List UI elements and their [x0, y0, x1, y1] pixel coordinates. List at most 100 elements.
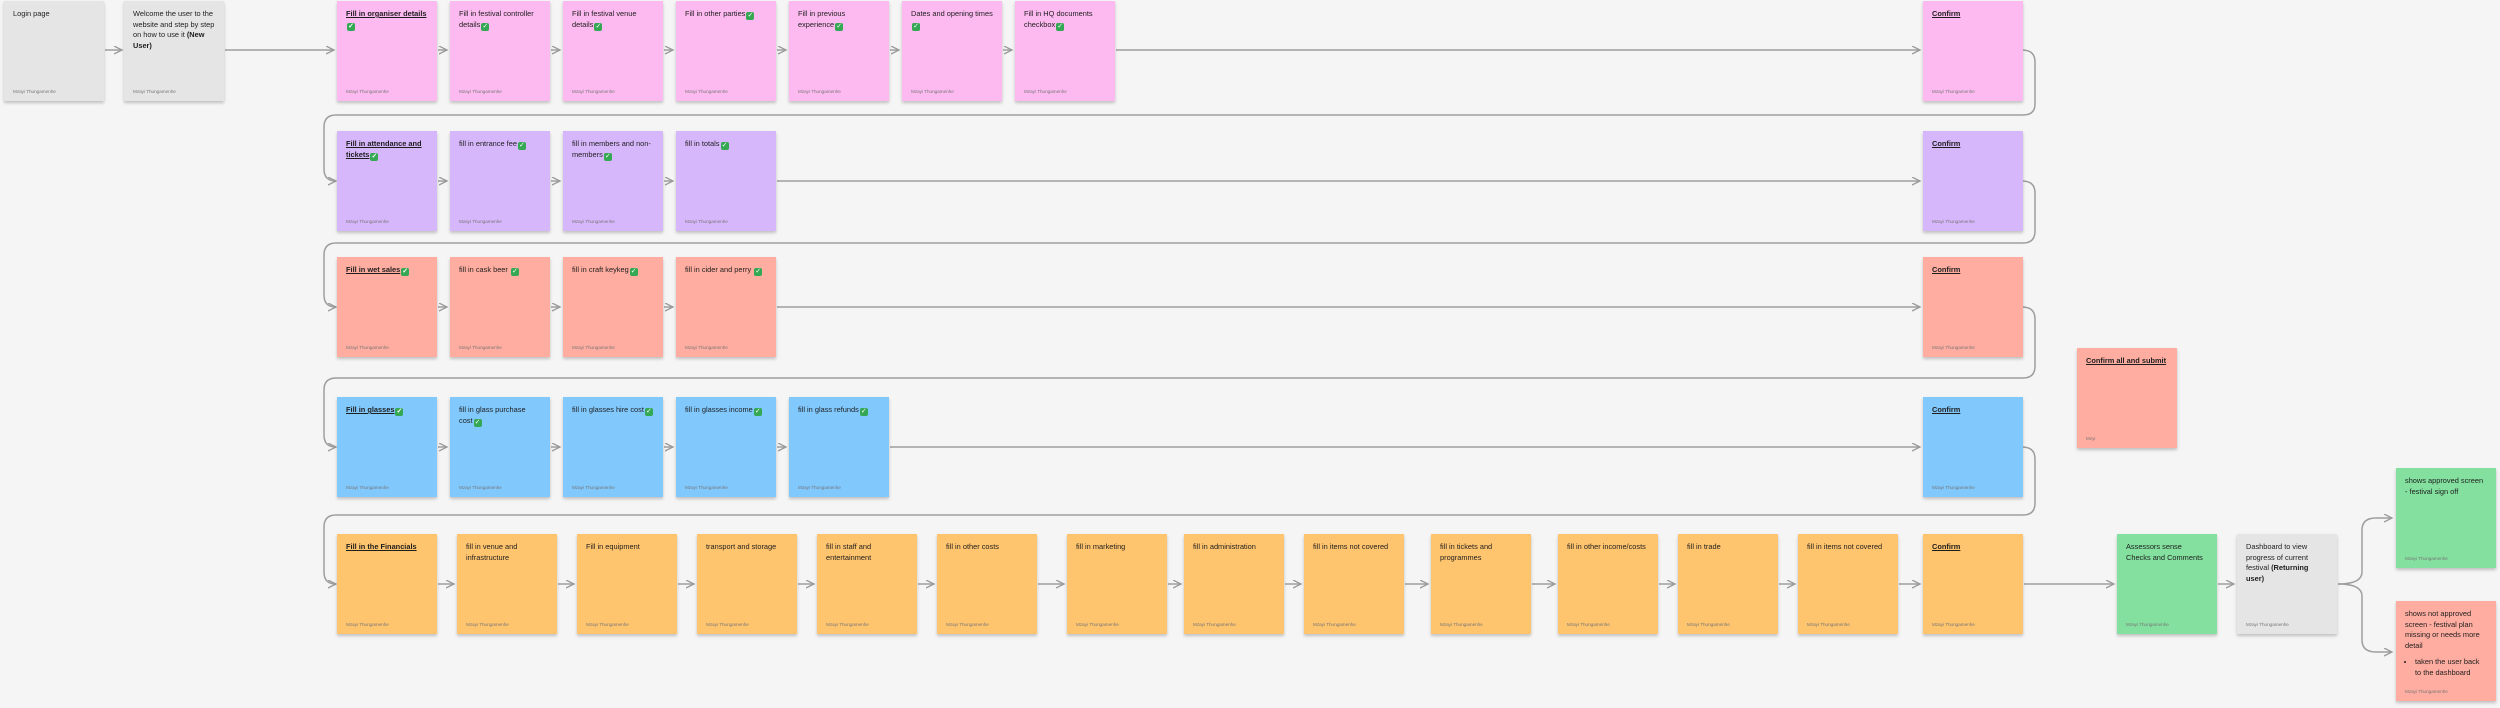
sticky-note[interactable]: fill in members and non-members ✓ Mzayi Th…	[563, 131, 663, 231]
sticky-note[interactable]: Fill in glasses ✓ Mzayi Thungamenhe	[337, 397, 437, 497]
check-mark-icon: ✓	[517, 142, 526, 150]
sticky-note[interactable]: fill in marketing Mzayi Thungamenhe	[1067, 534, 1167, 634]
sticky-note[interactable]: fill in glasses hire cost ✓ Mzayi Thungame…	[563, 397, 663, 497]
note-text: fill in other income/costs	[1567, 542, 1649, 553]
note-text: fill in glasses hire cost ✓	[572, 405, 654, 416]
sticky-note[interactable]: Fill in HQ documents checkbox ✓ Mzayi Thun…	[1015, 1, 1115, 101]
note-author: Mzayi Thungamenhe	[1440, 622, 1483, 627]
sticky-note[interactable]: Confirm Mzayi Thungamenhe	[1923, 534, 2023, 634]
sticky-note[interactable]: shows approved screen - festival sign of…	[2396, 468, 2496, 568]
note-author: Mzayi Thungamenhe	[572, 89, 615, 94]
note-text: Fill in other parties ✓	[685, 9, 767, 20]
note-text: fill in totals ✓	[685, 139, 767, 150]
note-author: Mzayi Thungamenhe	[1807, 622, 1850, 627]
note-text: fill in trade	[1687, 542, 1769, 553]
sticky-note[interactable]: fill in entrance fee ✓ Mzayi Thungamenhe	[450, 131, 550, 231]
note-author: Mzayi Thungamenhe	[2126, 622, 2169, 627]
note-text: Dashboard to view progress of current fe…	[2246, 542, 2328, 584]
note-text: fill in marketing	[1076, 542, 1158, 553]
sticky-note[interactable]: fill in glass purchase cost ✓ Mzayi Thunga…	[450, 397, 550, 497]
check-mark-icon: ✓	[370, 152, 379, 161]
check-mark-icon: ✓	[859, 408, 868, 416]
sticky-note[interactable]: fill in glasses income ✓ Mzayi Thungamenhe	[676, 397, 776, 497]
note-heading: Confirm	[1932, 139, 2014, 150]
sticky-note[interactable]: Dashboard to view progress of current fe…	[2237, 534, 2337, 634]
check-mark-icon: ✓	[912, 22, 920, 31]
sticky-note[interactable]: Confirm Mzayi Thungamenhe	[1923, 131, 2023, 231]
note-author: Mzayi Thungamenhe	[572, 345, 615, 350]
sticky-note[interactable]: fill in other income/costs Mzayi Thungame…	[1558, 534, 1658, 634]
sticky-note[interactable]: Fill in festival venue details ✓ Mzayi Thu…	[563, 1, 663, 101]
note-label: Fill in organiser details	[346, 9, 427, 18]
sticky-note[interactable]: fill in totals ✓ Mzayi Thungamenhe	[676, 131, 776, 231]
sticky-note[interactable]: fill in staff and entertainment Mzayi Thu…	[817, 534, 917, 634]
sticky-note[interactable]: fill in tickets and programmes Mzayi Thun…	[1431, 534, 1531, 634]
note-label: Confirm	[1932, 542, 1961, 551]
note-heading: Fill in the Financials	[346, 542, 428, 553]
sticky-note[interactable]: Confirm Mzayi Thungamenhe	[1923, 397, 2023, 497]
note-author: Mzayi Thungamenhe	[911, 89, 954, 94]
note-author: Mzayi Thungamenhe	[1193, 622, 1236, 627]
sticky-note[interactable]: transport and storage Mzayi Thungamenhe	[697, 534, 797, 634]
sticky-note[interactable]: Fill in festival controller details ✓ Mzay…	[450, 1, 550, 101]
sticky-note[interactable]: Login page Mzayi Thungamenhe	[4, 1, 104, 101]
note-text: fill in entrance fee ✓	[459, 139, 541, 150]
note-label: fill in cask beer	[459, 265, 510, 274]
sticky-note[interactable]: Welcome the user to the website and step…	[124, 1, 224, 101]
check-mark-icon: ✓	[753, 408, 762, 416]
note-text: fill in venue and infrastructure	[466, 542, 548, 563]
note-author: Mzayi Thungamenhe	[586, 622, 629, 627]
note-label: Dates and opening times	[911, 9, 993, 18]
sticky-note[interactable]: fill in cider and perry ✓ Mzayi Thungamen…	[676, 257, 776, 357]
sticky-note[interactable]: fill in glass refunds ✓ Mzayi Thungamenhe	[789, 397, 889, 497]
note-author: Mzayi Thungamenhe	[2405, 556, 2448, 561]
sticky-note[interactable]: Confirm all and submit Mzyi	[2077, 348, 2177, 448]
sticky-note[interactable]: Fill in organiser details ✓ Mzayi Thungame…	[337, 1, 437, 101]
sticky-note[interactable]: fill in items not covered Mzayi Thungamen…	[1304, 534, 1404, 634]
note-author: Mzayi Thungamenhe	[1687, 622, 1730, 627]
note-text: fill in items not covered	[1807, 542, 1889, 553]
sticky-note[interactable]: Confirm Mzayi Thungamenhe	[1923, 1, 2023, 101]
note-author: Mzayi Thungamenhe	[2246, 622, 2289, 627]
sticky-note[interactable]: fill in administration Mzayi Thungamenhe	[1184, 534, 1284, 634]
sticky-note[interactable]: Dates and opening times ✓ Mzayi Thungamenh…	[902, 1, 1002, 101]
sticky-note[interactable]: fill in craft keykeg ✓ Mzayi Thungamenhe	[563, 257, 663, 357]
note-heading: Fill in organiser details ✓	[346, 9, 428, 31]
note-label: Fill in glasses	[346, 405, 395, 414]
check-mark-icon: ✓	[473, 418, 482, 427]
note-author: Mzayi Thungamenhe	[13, 89, 56, 94]
note-label: fill in other income/costs	[1567, 542, 1646, 551]
note-author: Mzayi Thungamenhe	[346, 345, 389, 350]
note-author: Mzayi Thungamenhe	[1313, 622, 1356, 627]
sticky-note[interactable]: Fill in wet sales ✓ Mzayi Thungamenhe	[337, 257, 437, 357]
sticky-note[interactable]: Fill in equipment Mzayi Thungamenhe	[577, 534, 677, 634]
note-text: Dates and opening times ✓	[911, 9, 993, 31]
sticky-note[interactable]: fill in cask beer ✓ Mzayi Thungamenhe	[450, 257, 550, 357]
sticky-note[interactable]: Assessors sense Checks and Comments Mzayi…	[2117, 534, 2217, 634]
note-label: Fill in festival venue details	[572, 9, 637, 29]
sticky-note[interactable]: Fill in attendance and tickets ✓ Mzayi Thu…	[337, 131, 437, 231]
sticky-note[interactable]: fill in other costs Mzayi Thungamenhe	[937, 534, 1037, 634]
note-label: fill in staff and entertainment	[826, 542, 872, 562]
sticky-note[interactable]: Confirm Mzayi Thungamenhe	[1923, 257, 2023, 357]
note-text: Welcome the user to the website and step…	[133, 9, 215, 51]
note-text: fill in items not covered	[1313, 542, 1395, 553]
note-label: fill in totals	[685, 139, 720, 148]
note-label: fill in glasses income	[685, 405, 753, 414]
note-label: fill in trade	[1687, 542, 1721, 551]
sticky-note[interactable]: fill in trade Mzayi Thungamenhe	[1678, 534, 1778, 634]
sticky-note[interactable]: Fill in other parties ✓ Mzayi Thungamenhe	[676, 1, 776, 101]
note-label: fill in glass refunds	[798, 405, 859, 414]
sticky-note[interactable]: Fill in the Financials Mzayi Thungamenhe	[337, 534, 437, 634]
note-heading: Confirm	[1932, 9, 2014, 20]
note-label: Fill in other parties	[685, 9, 746, 18]
note-emphasis: (Returning user)	[2246, 563, 2309, 583]
sticky-note[interactable]: shows not approved screen - festival pla…	[2396, 601, 2496, 701]
note-label: fill in marketing	[1076, 542, 1126, 551]
sticky-note[interactable]: fill in items not covered Mzayi Thungamen…	[1798, 534, 1898, 634]
sticky-note[interactable]: fill in venue and infrastructure Mzayi Th…	[457, 534, 557, 634]
note-heading: Fill in glasses ✓	[346, 405, 428, 416]
note-label: Dashboard to view progress of current fe…	[2246, 542, 2309, 572]
sticky-note[interactable]: Fill in previous experience ✓ Mzayi Thunga…	[789, 1, 889, 101]
